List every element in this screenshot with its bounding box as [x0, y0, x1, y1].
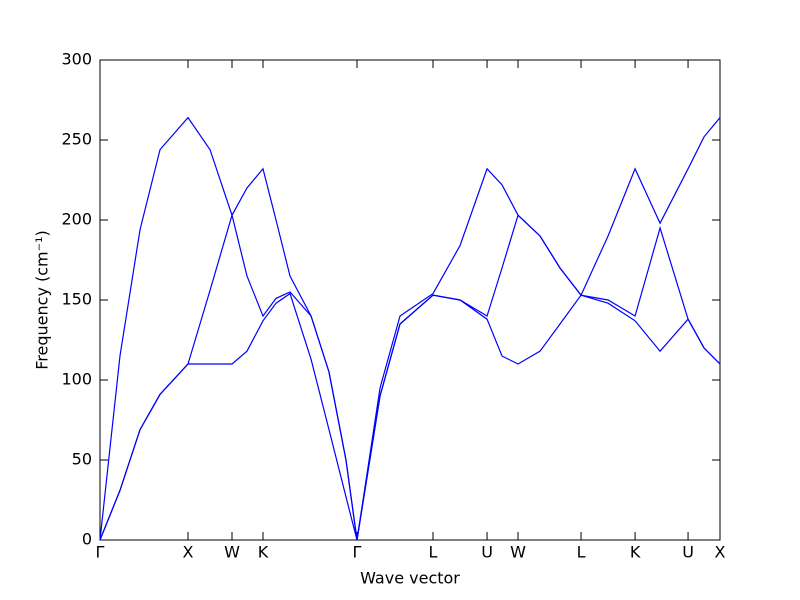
x-tick-label: W: [224, 543, 240, 562]
x-tick-label: U: [682, 543, 694, 562]
y-axis-label: Frequency (cm⁻¹): [33, 230, 52, 369]
x-tick-label: U: [481, 543, 493, 562]
y-tick-label: 0: [82, 530, 92, 549]
y-tick-label: 300: [61, 50, 92, 69]
x-tick-label: K: [258, 543, 269, 562]
x-tick-label: X: [715, 543, 726, 562]
x-tick-label: L: [429, 543, 438, 562]
x-tick-label: K: [630, 543, 641, 562]
band-line: [99, 212, 721, 541]
x-tick-label: X: [183, 543, 194, 562]
x-tick-label: Γ: [96, 543, 105, 562]
y-tick-label: 50: [72, 450, 92, 469]
y-tick-label: 100: [61, 370, 92, 389]
x-tick-label: Γ: [353, 543, 362, 562]
x-tick-label: L: [577, 543, 586, 562]
band-line: [99, 292, 721, 541]
y-tick-label: 250: [61, 130, 92, 149]
band-line: [99, 116, 721, 541]
y-tick-label: 150: [61, 290, 92, 309]
plot-frame: [99, 59, 721, 541]
y-tick-label: 200: [61, 210, 92, 229]
x-tick-label: W: [510, 543, 526, 562]
x-axis-label: Wave vector: [360, 569, 460, 588]
